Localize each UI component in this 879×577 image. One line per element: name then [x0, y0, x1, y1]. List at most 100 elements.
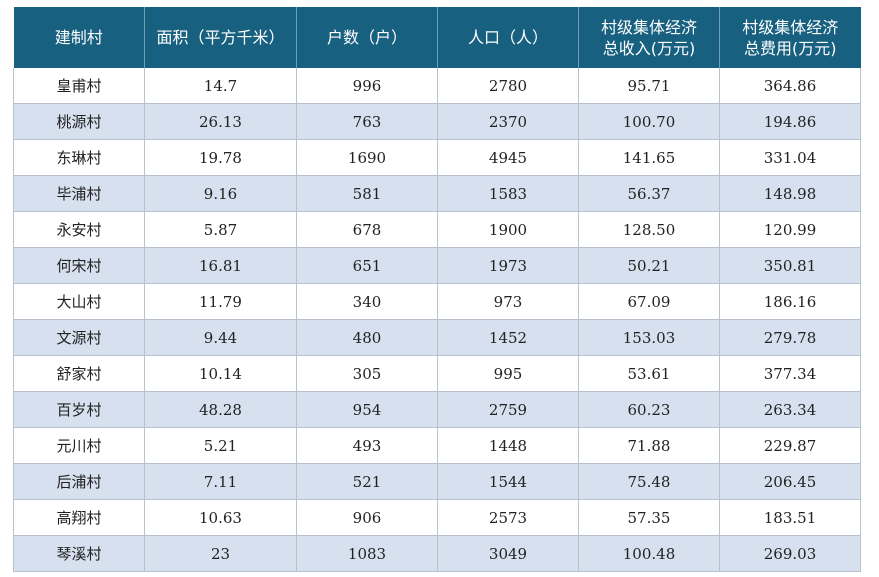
cell-households: 521	[296, 463, 438, 500]
table-row: 文源村 9.44 480 1452 153.03 279.78	[13, 319, 861, 356]
cell-expense: 331.04	[719, 139, 861, 176]
cell-village: 文源村	[13, 319, 145, 356]
cell-households: 906	[296, 499, 438, 536]
cell-expense: 279.78	[719, 319, 861, 356]
header-area: 面积（平方千米）	[144, 7, 297, 68]
table-row: 舒家村 10.14 305 995 53.61 377.34	[13, 355, 861, 392]
cell-income: 71.88	[578, 427, 720, 464]
cell-households: 1083	[296, 535, 438, 572]
cell-village: 毕浦村	[13, 175, 145, 212]
cell-area: 5.87	[144, 211, 297, 248]
cell-expense: 350.81	[719, 247, 861, 284]
cell-income: 100.70	[578, 103, 720, 140]
village-data-table: 建制村 面积（平方千米） 户数（户） 人口（人） 村级集体经济 总收入(万元) 村…	[13, 7, 861, 572]
cell-income: 75.48	[578, 463, 720, 500]
cell-population: 995	[437, 355, 579, 392]
cell-households: 581	[296, 175, 438, 212]
cell-expense: 186.16	[719, 283, 861, 320]
header-households: 户数（户）	[296, 7, 438, 68]
cell-area: 26.13	[144, 103, 297, 140]
cell-households: 480	[296, 319, 438, 356]
cell-area: 23	[144, 535, 297, 572]
table-header: 建制村 面积（平方千米） 户数（户） 人口（人） 村级集体经济 总收入(万元) 村…	[13, 7, 861, 68]
cell-area: 9.44	[144, 319, 297, 356]
cell-area: 10.63	[144, 499, 297, 536]
cell-area: 5.21	[144, 427, 297, 464]
cell-area: 48.28	[144, 391, 297, 428]
cell-income: 67.09	[578, 283, 720, 320]
cell-income: 141.65	[578, 139, 720, 176]
cell-population: 1900	[437, 211, 579, 248]
cell-village: 大山村	[13, 283, 145, 320]
header-row: 建制村 面积（平方千米） 户数（户） 人口（人） 村级集体经济 总收入(万元) 村…	[13, 7, 861, 68]
header-collective-expense: 村级集体经济 总费用(万元)	[719, 7, 861, 68]
cell-expense: 229.87	[719, 427, 861, 464]
cell-village: 何宋村	[13, 247, 145, 284]
cell-population: 4945	[437, 139, 579, 176]
cell-households: 1690	[296, 139, 438, 176]
cell-population: 973	[437, 283, 579, 320]
cell-area: 14.7	[144, 68, 297, 104]
cell-income: 128.50	[578, 211, 720, 248]
cell-households: 678	[296, 211, 438, 248]
cell-households: 340	[296, 283, 438, 320]
cell-village: 百岁村	[13, 391, 145, 428]
cell-income: 153.03	[578, 319, 720, 356]
header-village: 建制村	[13, 7, 145, 68]
cell-income: 50.21	[578, 247, 720, 284]
cell-income: 60.23	[578, 391, 720, 428]
cell-population: 2759	[437, 391, 579, 428]
cell-area: 16.81	[144, 247, 297, 284]
cell-area: 19.78	[144, 139, 297, 176]
table-row: 皇甫村 14.7 996 2780 95.71 364.86	[13, 68, 861, 104]
cell-income: 57.35	[578, 499, 720, 536]
cell-population: 2370	[437, 103, 579, 140]
table-row: 高翔村 10.63 906 2573 57.35 183.51	[13, 499, 861, 536]
cell-population: 2573	[437, 499, 579, 536]
cell-expense: 269.03	[719, 535, 861, 572]
cell-income: 53.61	[578, 355, 720, 392]
table-row: 桃源村 26.13 763 2370 100.70 194.86	[13, 103, 861, 140]
cell-area: 7.11	[144, 463, 297, 500]
cell-village: 永安村	[13, 211, 145, 248]
cell-population: 1583	[437, 175, 579, 212]
table-body: 皇甫村 14.7 996 2780 95.71 364.86 桃源村 26.13 763 2370…	[13, 68, 861, 572]
cell-expense: 148.98	[719, 175, 861, 212]
cell-population: 1448	[437, 427, 579, 464]
table-row: 永安村 5.87 678 1900 128.50 120.99	[13, 211, 861, 248]
cell-village: 东琳村	[13, 139, 145, 176]
cell-households: 493	[296, 427, 438, 464]
cell-village: 高翔村	[13, 499, 145, 536]
cell-area: 10.14	[144, 355, 297, 392]
cell-expense: 263.34	[719, 391, 861, 428]
table-row: 琴溪村 23 1083 3049 100.48 269.03	[13, 535, 861, 572]
table-row: 毕浦村 9.16 581 1583 56.37 148.98	[13, 175, 861, 212]
cell-area: 11.79	[144, 283, 297, 320]
table-row: 元川村 5.21 493 1448 71.88 229.87	[13, 427, 861, 464]
cell-households: 996	[296, 68, 438, 104]
table-row: 何宋村 16.81 651 1973 50.21 350.81	[13, 247, 861, 284]
cell-area: 9.16	[144, 175, 297, 212]
cell-population: 1544	[437, 463, 579, 500]
cell-households: 305	[296, 355, 438, 392]
table-row: 后浦村 7.11 521 1544 75.48 206.45	[13, 463, 861, 500]
cell-households: 954	[296, 391, 438, 428]
cell-population: 1452	[437, 319, 579, 356]
table-row: 大山村 11.79 340 973 67.09 186.16	[13, 283, 861, 320]
cell-village: 皇甫村	[13, 68, 145, 104]
cell-income: 95.71	[578, 68, 720, 104]
table-row: 百岁村 48.28 954 2759 60.23 263.34	[13, 391, 861, 428]
cell-income: 56.37	[578, 175, 720, 212]
village-table-container: 建制村 面积（平方千米） 户数（户） 人口（人） 村级集体经济 总收入(万元) 村…	[13, 7, 861, 572]
cell-population: 1973	[437, 247, 579, 284]
cell-village: 后浦村	[13, 463, 145, 500]
cell-expense: 120.99	[719, 211, 861, 248]
cell-village: 琴溪村	[13, 535, 145, 572]
cell-population: 2780	[437, 68, 579, 104]
cell-village: 元川村	[13, 427, 145, 464]
cell-expense: 206.45	[719, 463, 861, 500]
table-row: 东琳村 19.78 1690 4945 141.65 331.04	[13, 139, 861, 176]
cell-village: 桃源村	[13, 103, 145, 140]
header-collective-income: 村级集体经济 总收入(万元)	[578, 7, 720, 68]
cell-income: 100.48	[578, 535, 720, 572]
